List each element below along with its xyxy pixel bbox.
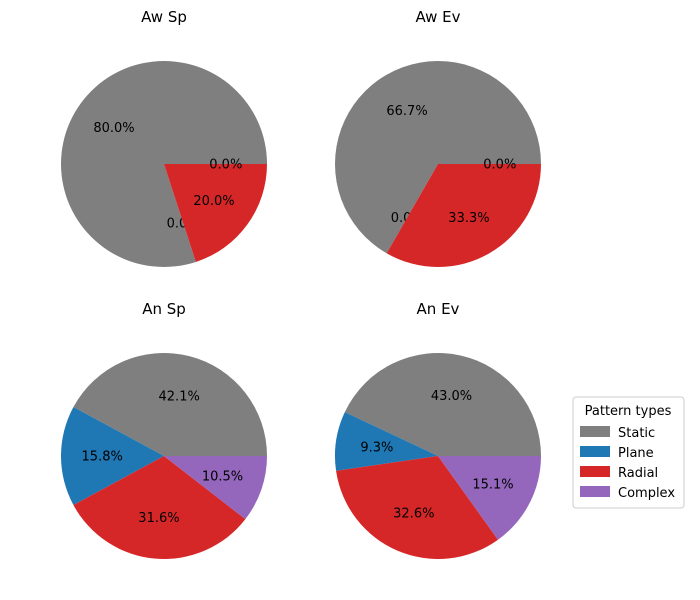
pie-pct-label-radial: 32.6% [393,506,434,521]
pie-pct-label-radial: 20.0% [193,194,234,209]
pie-pct-label-static: 66.7% [386,104,427,119]
pie-slice-radial [336,456,499,560]
pie-slice-complex [438,456,541,540]
pie-pct-label-complex: 0.0% [209,158,242,173]
pie-panel-an-ev: An Ev 43.0% 9.3% 32.6% 15.1% [334,300,541,560]
pie-slice-static [73,353,268,456]
pie-title: Aw Ev [415,8,460,26]
pie-panel-an-sp: An Sp 42.1% 15.8% 31.6% 10.5% [61,300,268,560]
pie-pct-label-static: 80.0% [93,121,134,136]
legend-swatch-radial [580,466,610,477]
pie-pct-label-plane: 15.8% [82,450,123,465]
pie-title: Aw Sp [141,8,187,26]
pie-pct-label-static: 42.1% [159,390,200,405]
pie-slice-static [344,352,541,456]
legend: Pattern types Static Plane Radial Comple… [572,396,685,509]
pie-pct-label-radial: 31.6% [138,511,179,526]
pie-pct-label-complex: 0.0% [483,158,516,173]
pie-slice-radial [164,164,267,262]
pie-title: An Ev [417,300,460,318]
legend-label-complex: Complex [618,486,675,501]
pie-slice-radial [73,456,246,560]
pie-pct-label-static: 43.0% [431,389,472,404]
pie-pct-label-radial: 33.3% [448,211,489,226]
pie-pct-label-complex: 15.1% [472,478,513,493]
legend-swatch-complex [580,486,610,497]
legend-swatch-plane [580,446,610,457]
pie-slice-plane [334,412,438,471]
pie-slice-radial [386,164,541,267]
pie-title: An Sp [142,300,186,318]
legend-label-static: Static [618,426,655,441]
pie-pct-label-complex: 10.5% [202,470,243,485]
legend-label-radial: Radial [618,466,658,481]
pie-slice-plane [61,406,164,506]
legend-frame [572,396,685,509]
legend-title: Pattern types [585,404,672,419]
legend-swatch-static [580,426,610,437]
pie-slice-complex [164,456,267,520]
legend-label-plane: Plane [618,446,654,461]
pie-slice-static [60,61,268,268]
pie-pct-label-plane: 9.3% [360,440,393,455]
pie-slice-static [334,60,541,254]
